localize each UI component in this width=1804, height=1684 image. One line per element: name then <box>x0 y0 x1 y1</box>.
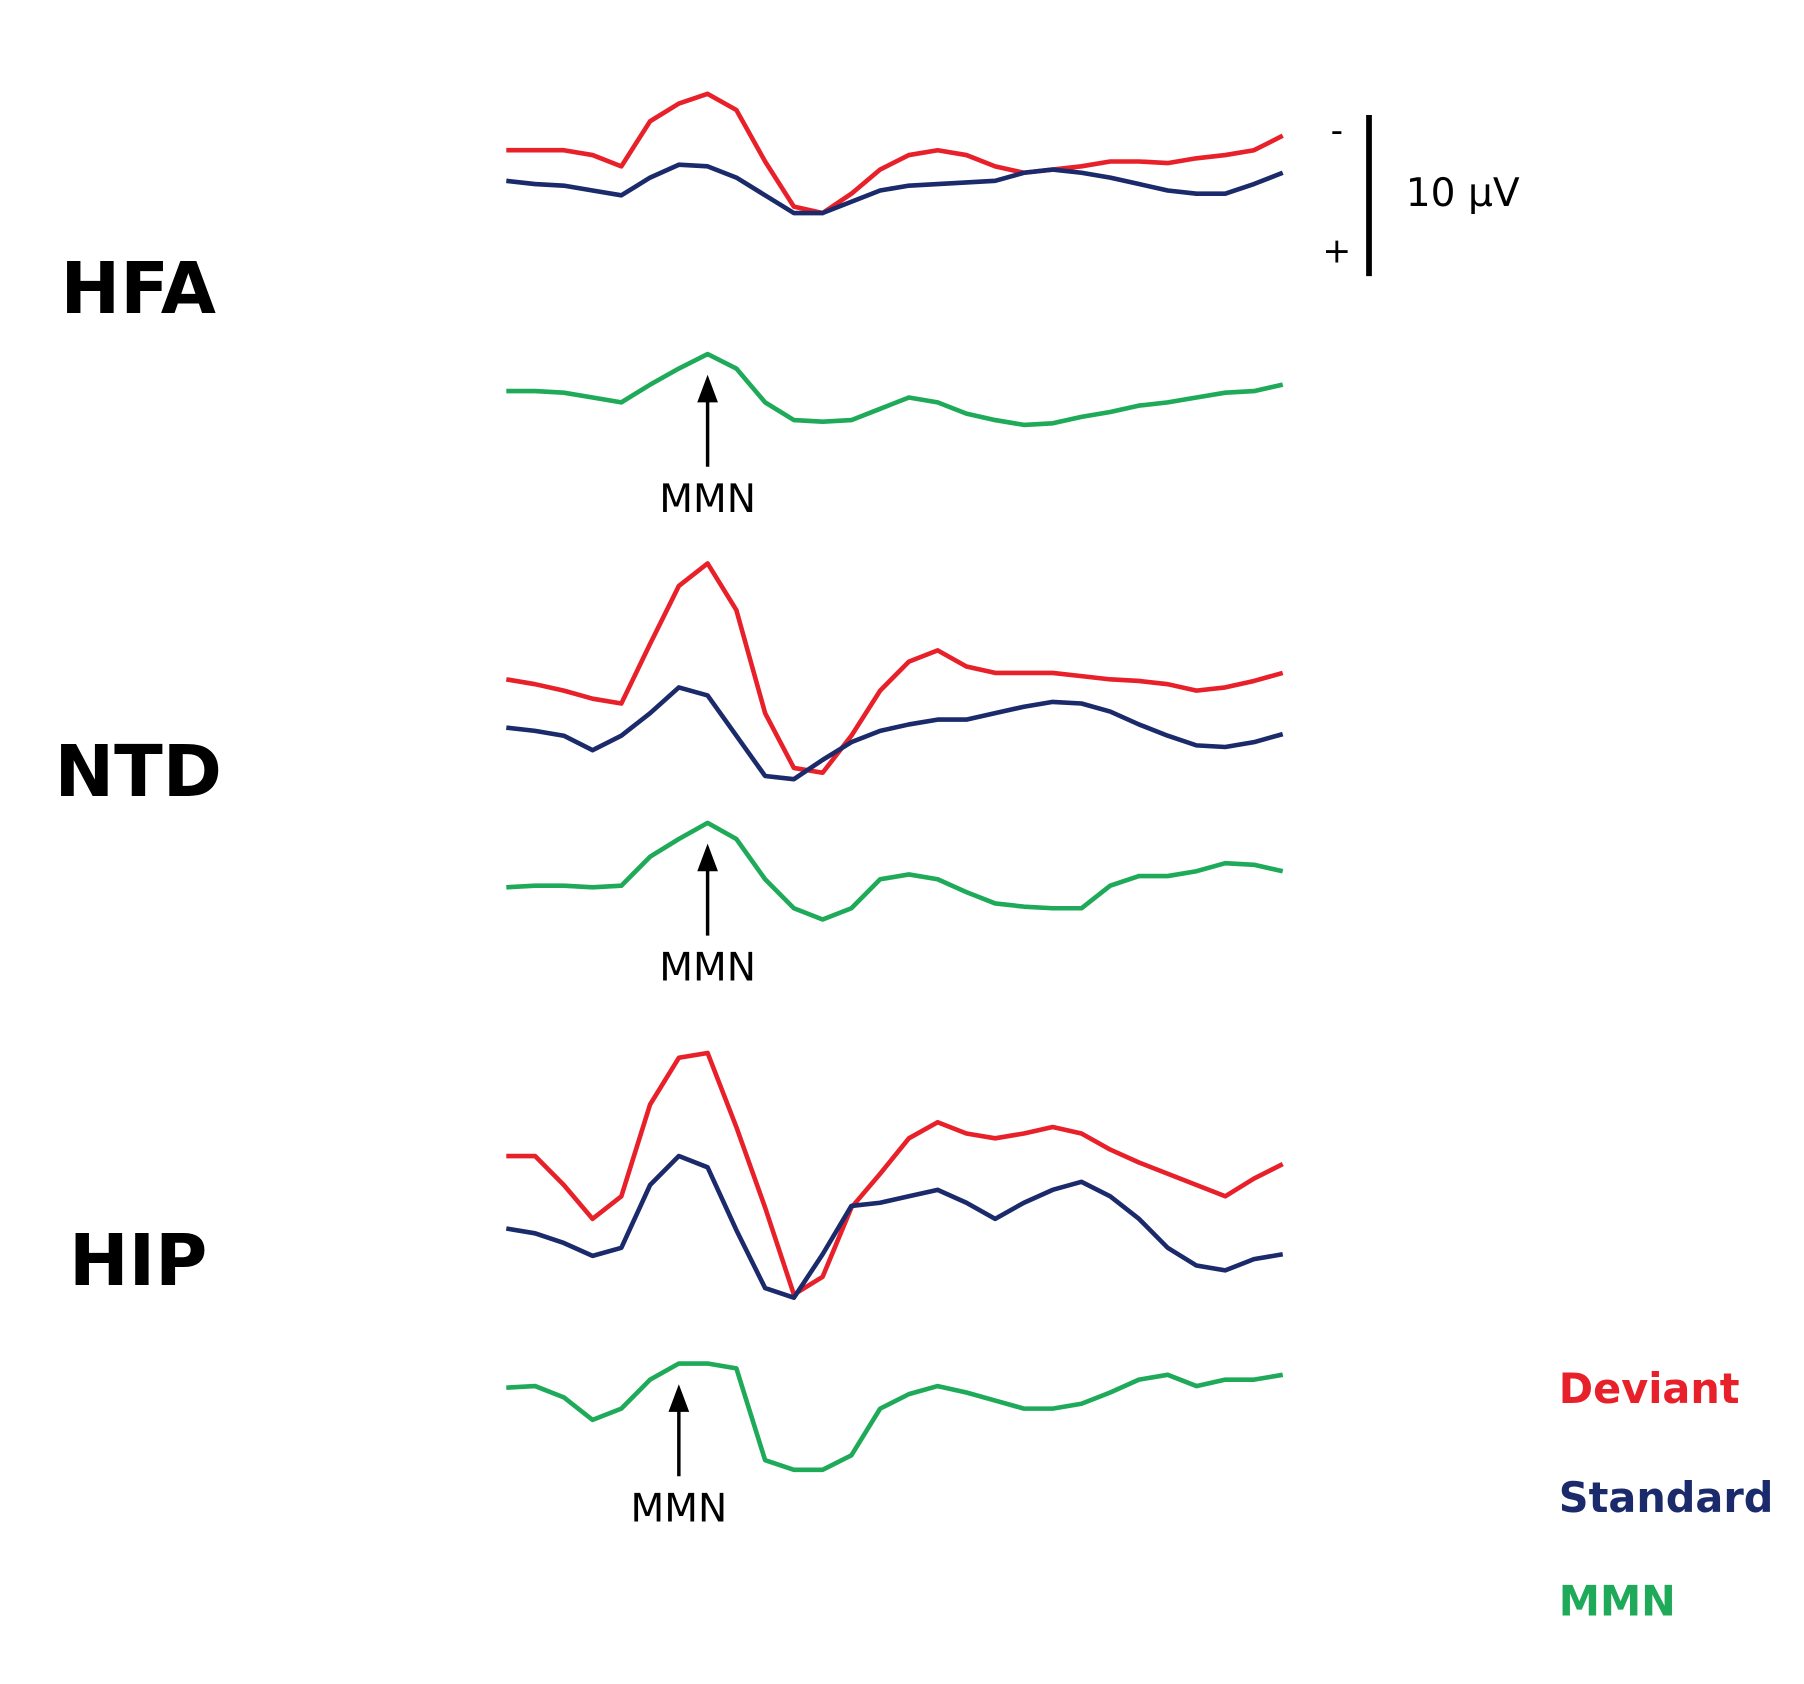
panel-label: HIP <box>69 1219 207 1302</box>
annotation: MMN <box>659 946 756 991</box>
arrow-head <box>668 1384 690 1412</box>
arrow-head <box>697 843 718 872</box>
panel-label: HFA <box>61 247 216 330</box>
legend-entry: Standard <box>1559 1474 1774 1522</box>
annotation: MMN <box>630 1486 727 1531</box>
arrow-head <box>697 374 718 403</box>
legend-entry: MMN <box>1559 1578 1676 1626</box>
panel-label: NTD <box>54 730 221 813</box>
waveform <box>506 1050 1284 1297</box>
scale-sign: + <box>1322 232 1351 272</box>
legend-entry: Deviant <box>1559 1365 1740 1413</box>
annotation: MMN <box>659 477 756 522</box>
waveform <box>506 162 1284 216</box>
scale-label: 10 µV <box>1406 171 1520 216</box>
waveform <box>505 1153 1284 1301</box>
waveform <box>506 91 1284 216</box>
waveform <box>506 685 1284 782</box>
scale-sign: - <box>1331 111 1343 151</box>
waveform <box>506 351 1284 428</box>
waveform <box>506 820 1284 922</box>
waveform <box>506 1361 1284 1473</box>
waveform <box>505 561 1284 776</box>
